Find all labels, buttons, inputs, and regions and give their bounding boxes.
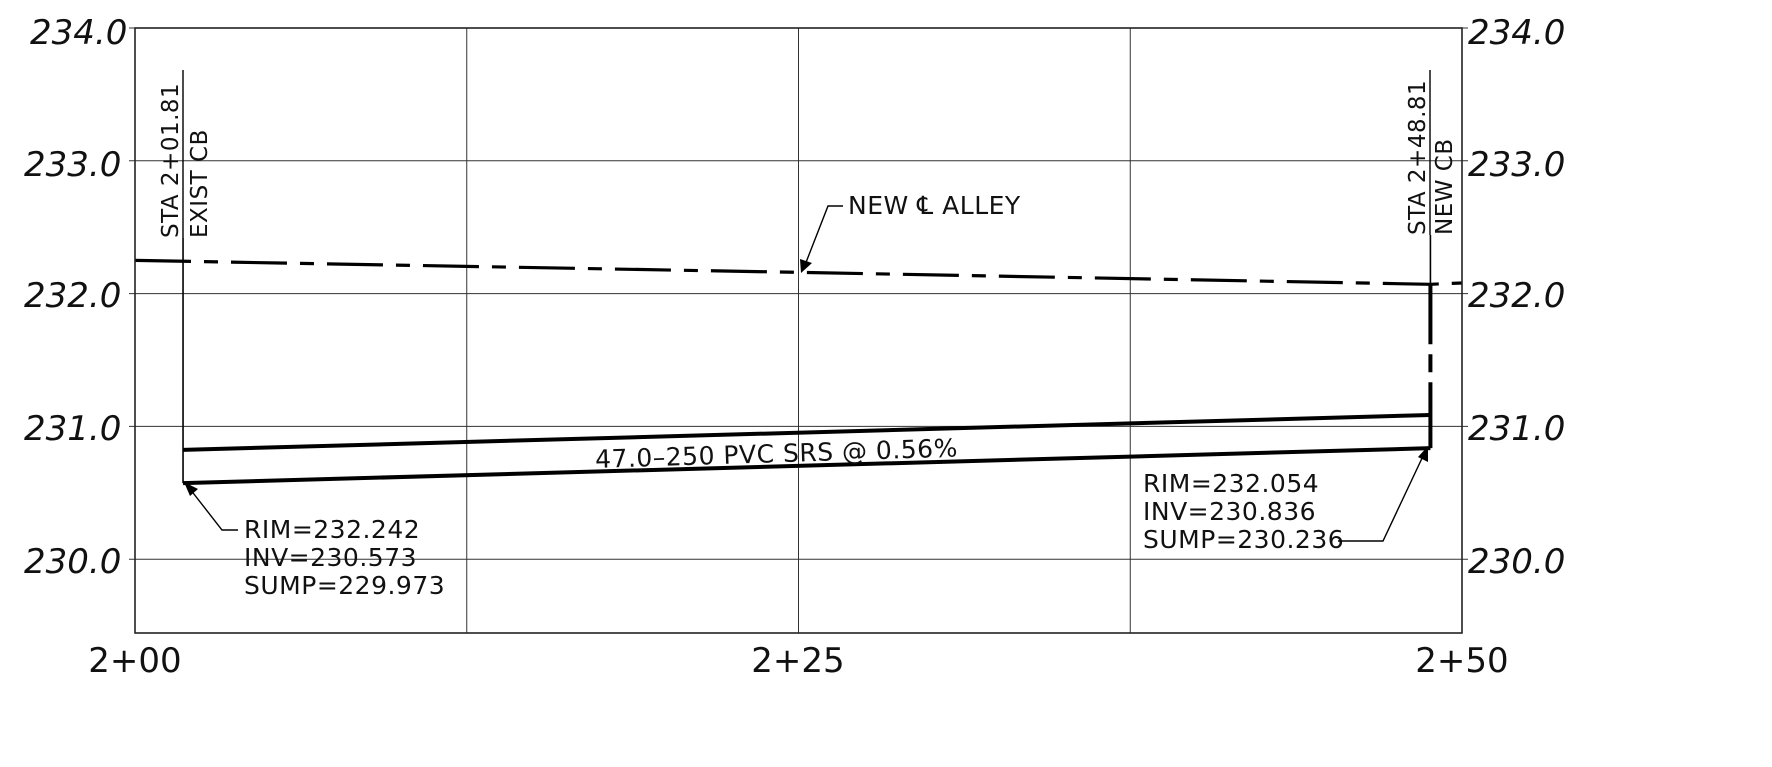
elev-label-231: 231.0 [24, 409, 121, 449]
right-elevation-axis: 234.0 233.0 232.0 231.0 230.0 [1468, 13, 1565, 582]
elev-label-234-right: 234.0 [1468, 13, 1565, 53]
exist-cb-vertical-label: STA 2+01.81 EXIST CB [158, 70, 213, 238]
new-cb-rim: RIM=232.054 [1143, 469, 1319, 498]
exist-cb-sump: SUMP=229.973 [244, 571, 445, 600]
elev-label-230: 230.0 [24, 542, 121, 582]
pipe-label: 47.0–250 PVC SRS @ 0.56% [595, 434, 959, 474]
exist-cb-leader-line [189, 488, 238, 531]
exist-cb-type-text: EXIST CB [187, 129, 213, 238]
left-elevation-axis: 234.0 233.0 232.0 231.0 230.0 [24, 13, 127, 582]
exist-cb-station-text: STA 2+01.81 [158, 83, 184, 238]
exist-cb-leader-arrowhead [184, 482, 198, 496]
new-cb-leader-line [1338, 453, 1425, 542]
station-axis: 2+00 2+25 2+50 [88, 641, 1508, 681]
new-cb-callout: RIM=232.054 INV=230.836 SUMP=230.236 [1143, 446, 1428, 554]
elev-label-232: 232.0 [24, 276, 121, 316]
elev-label-232-right: 232.0 [1468, 276, 1565, 316]
alley-leader-line [804, 205, 843, 266]
alley-leader-arrowhead [800, 259, 812, 273]
pipe-invert-line [182, 446, 1431, 486]
grid-layer [129, 27, 1468, 633]
profile-frame [134, 27, 1463, 634]
alley-label: NEW ℄ ALLEY [848, 191, 1021, 220]
new-cb-inv: INV=230.836 [1143, 497, 1316, 526]
alley-leader: NEW ℄ ALLEY [800, 191, 1021, 273]
new-cb-station-text: STA 2+48.81 [1405, 80, 1431, 235]
elev-label-233: 233.0 [24, 145, 121, 185]
elev-label-231-right: 231.0 [1468, 409, 1565, 449]
station-label-225: 2+25 [751, 641, 844, 681]
new-cb-sump: SUMP=230.236 [1143, 525, 1344, 554]
station-label-200: 2+00 [88, 641, 181, 681]
elev-label-234: 234.0 [30, 13, 127, 53]
elev-label-230-right: 230.0 [1468, 542, 1565, 582]
elev-label-233-right: 233.0 [1468, 145, 1565, 185]
station-label-250: 2+50 [1415, 641, 1508, 681]
new-cb-leader-arrowhead [1418, 446, 1428, 462]
new-cb-vertical-label: STA 2+48.81 NEW CB [1405, 70, 1458, 235]
exist-cb-rim: RIM=232.242 [244, 515, 420, 544]
exist-cb-inv: INV=230.573 [244, 543, 417, 572]
exist-cb-callout: RIM=232.242 INV=230.573 SUMP=229.973 [184, 482, 445, 600]
alley-centerline [134, 258, 1463, 286]
pipe-crown-line [182, 412, 1431, 452]
new-cb-type-text: NEW CB [1432, 138, 1458, 235]
